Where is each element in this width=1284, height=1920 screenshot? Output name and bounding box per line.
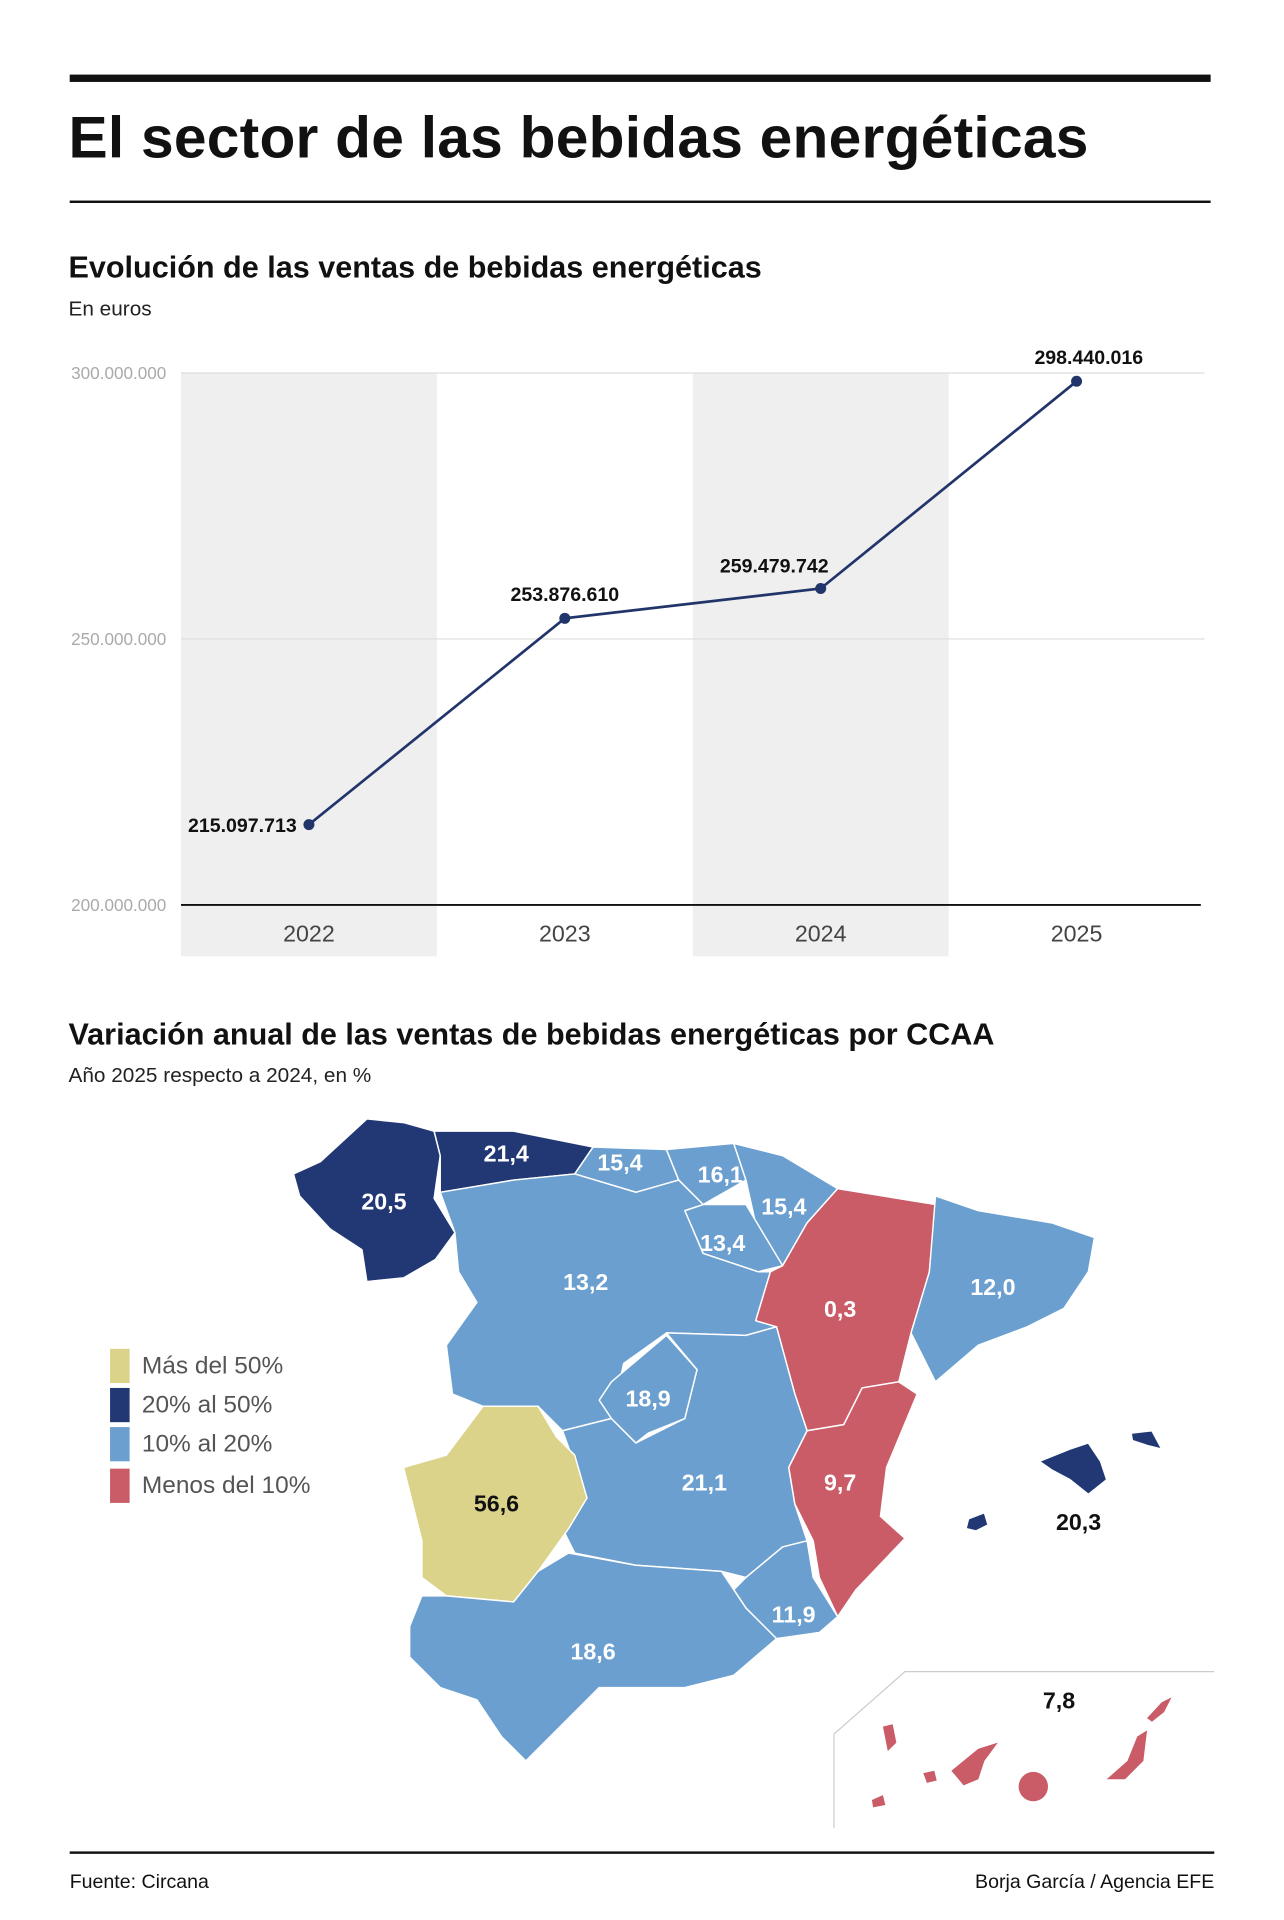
value-galicia: 20,5 <box>361 1188 406 1214</box>
data-label: 298.440.016 <box>1034 347 1143 369</box>
line-chart-title: Evolución de las ventas de bebidas energ… <box>68 250 762 285</box>
legend-swatch <box>110 1468 130 1503</box>
footer-source: Fuente: Circana <box>69 1872 209 1893</box>
legend-swatch <box>110 1427 130 1462</box>
legend-item: Más del 50% <box>110 1348 310 1384</box>
map-legend: Más del 50% 20% al 50% 10% al 20% Menos … <box>110 1348 311 1503</box>
island-gran-canaria <box>1018 1771 1048 1802</box>
x-tick-label: 2022 <box>283 921 335 947</box>
legend-item: Menos del 10% <box>110 1468 311 1503</box>
y-tick-label: 250.000.000 <box>71 630 166 649</box>
x-tick-label: 2024 <box>795 921 847 947</box>
value-cantabria: 15,4 <box>597 1149 642 1175</box>
value-asturias: 21,4 <box>484 1141 529 1167</box>
data-point <box>1071 375 1083 387</box>
series-line <box>308 380 1078 826</box>
legend-item: 20% al 50% <box>110 1387 310 1423</box>
data-label: 253.876.610 <box>510 584 619 606</box>
value-baleares: 20,3 <box>1056 1509 1101 1535</box>
data-label: 215.097.713 <box>188 815 297 837</box>
value-pais-vasco: 16,1 <box>698 1162 743 1188</box>
top-rule <box>69 74 1211 82</box>
value-andalucia: 18,6 <box>570 1638 615 1664</box>
island-tenerife <box>951 1742 998 1786</box>
value-cataluna: 12,0 <box>970 1274 1015 1300</box>
data-point <box>303 819 315 831</box>
line-chart: 200.000.000 250.000.000 300.000.000 2022 202… <box>71 347 1205 957</box>
x-tick-label: 2023 <box>539 921 591 947</box>
line-chart-subtitle: En euros <box>68 297 152 321</box>
canarias-inset <box>833 1671 1215 1829</box>
y-tick-label: 200.000.000 <box>71 896 166 915</box>
column-band <box>692 372 949 957</box>
island-fuerteventura <box>1106 1730 1148 1780</box>
legend-item: 10% al 20% <box>110 1427 310 1462</box>
title-rule <box>69 200 1211 203</box>
map-subtitle: Año 2025 respecto a 2024, en % <box>68 1063 372 1088</box>
value-la-rioja: 13,4 <box>700 1230 745 1256</box>
island-la-palma <box>882 1724 897 1752</box>
legend-label: Menos del 10% <box>141 1471 311 1499</box>
footer-credit: Borja García / Agencia EFE <box>975 1872 1215 1893</box>
column-band <box>180 372 437 957</box>
legend-label: 20% al 50% <box>141 1391 273 1418</box>
region-baleares-menorca <box>1130 1430 1163 1450</box>
legend-label: Más del 50% <box>141 1351 284 1379</box>
value-castilla-leon: 13,2 <box>563 1269 608 1295</box>
island-la-gomera <box>923 1770 937 1783</box>
map-title: Variación anual de las ventas de bebidas… <box>68 1017 995 1052</box>
x-tick-label: 2025 <box>1051 921 1103 947</box>
island-el-hierro <box>871 1795 886 1808</box>
island-lanzarote <box>1147 1697 1172 1722</box>
value-navarra: 15,4 <box>761 1193 806 1219</box>
region-andalucia <box>408 1552 778 1762</box>
value-valencia: 9,7 <box>824 1470 856 1496</box>
value-extremadura: 56,6 <box>474 1490 519 1516</box>
legend-swatch <box>110 1348 130 1384</box>
legend-swatch <box>110 1387 130 1423</box>
legend-label: 10% al 20% <box>141 1430 273 1458</box>
data-point <box>559 612 571 624</box>
value-murcia: 11,9 <box>772 1602 816 1628</box>
value-canarias: 7,8 <box>1043 1687 1075 1713</box>
region-madrid <box>598 1334 698 1444</box>
region-pais-vasco <box>665 1142 747 1206</box>
y-tick-label: 300.000.000 <box>71 364 166 383</box>
data-point <box>815 583 827 595</box>
inset-border <box>833 1671 1215 1829</box>
value-madrid: 18,9 <box>626 1385 671 1411</box>
value-castilla-la-mancha: 21,1 <box>682 1470 727 1496</box>
page-title: El sector de las bebidas energéticas <box>68 106 1089 172</box>
value-aragon: 0,3 <box>824 1296 856 1322</box>
region-baleares-mallorca <box>1038 1442 1108 1496</box>
region-cataluna <box>910 1195 1096 1383</box>
data-label: 259.479.742 <box>720 556 829 578</box>
footer-rule <box>69 1851 1215 1854</box>
region-baleares-ibiza <box>965 1511 989 1532</box>
